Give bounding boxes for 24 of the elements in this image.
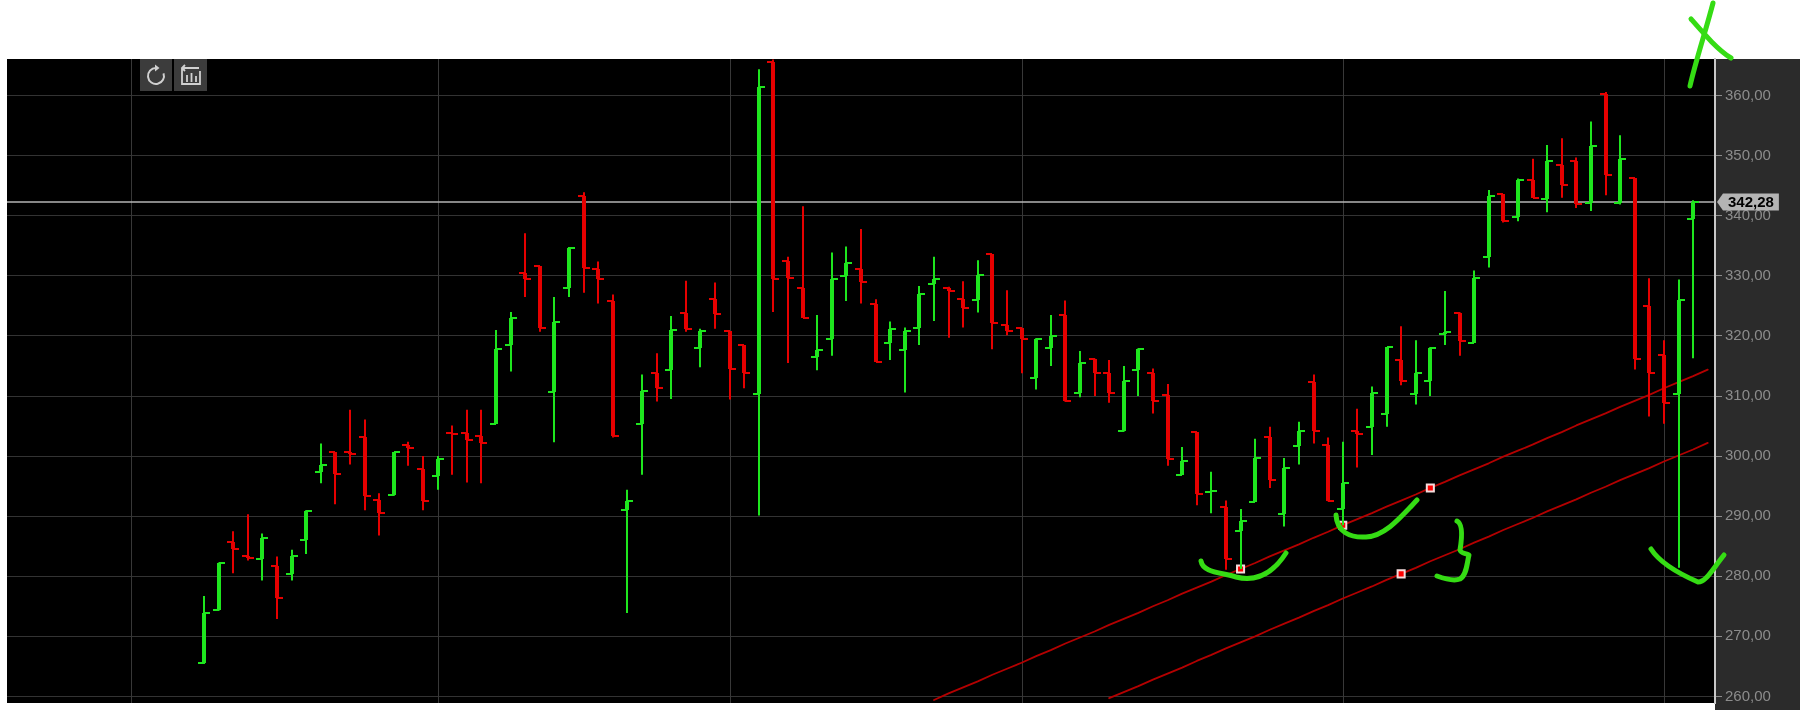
- y-tick-label: 350,00: [1725, 145, 1771, 163]
- point: [1396, 569, 1406, 579]
- candlestick: [928, 256, 940, 321]
- candlestick: [242, 514, 254, 561]
- y-tick-label: 300,00: [1725, 446, 1771, 464]
- candlestick: [1687, 200, 1699, 359]
- y-tick-label: 330,00: [1725, 266, 1771, 284]
- candlestick: [1439, 290, 1451, 345]
- y-tick-label: 290,00: [1725, 506, 1771, 524]
- candlestick: [519, 233, 531, 297]
- candlestick: [1205, 471, 1217, 514]
- candlestick: [446, 425, 458, 475]
- candlestick: [943, 286, 955, 338]
- y-tick-label: 270,00: [1725, 626, 1771, 644]
- y-tick-label: 310,00: [1725, 386, 1771, 404]
- candlestick: [1351, 408, 1363, 468]
- y-tick-label: 280,00: [1725, 566, 1771, 584]
- y-tick-label: 360,00: [1725, 85, 1771, 103]
- point: [1425, 483, 1435, 493]
- y-tick-label: 320,00: [1725, 326, 1771, 344]
- candlestick: [621, 489, 633, 613]
- y-tick-label: 260,00: [1725, 686, 1771, 704]
- candlestick: [344, 409, 356, 465]
- candlestick: [461, 409, 473, 483]
